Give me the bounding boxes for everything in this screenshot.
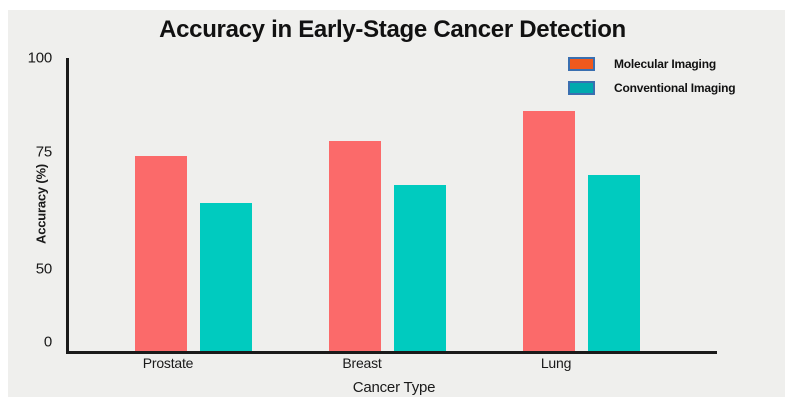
x-tick-label-breast: Breast (342, 355, 382, 371)
plot-area (68, 58, 717, 351)
x-axis-line (66, 351, 717, 354)
bar-conventional-imaging-lung (588, 175, 640, 351)
y-tick-label-75: 75 (35, 143, 52, 161)
y-axis-title: Accuracy (%) (33, 164, 49, 244)
legend-item-molecular-imaging: Molecular Imaging (568, 52, 735, 76)
bar-molecular-imaging-prostate (135, 156, 187, 351)
legend-swatch-conventional-imaging-icon (568, 81, 595, 95)
y-tick-label-50: 50 (35, 260, 52, 278)
legend: Molecular Imaging Conventional Imaging (568, 52, 736, 100)
bar-conventional-imaging-breast (394, 185, 446, 351)
y-axis-line (66, 58, 69, 354)
x-tick-label-lung: Lung (540, 355, 572, 371)
y-tick-label-100: 100 (27, 49, 53, 67)
chart-title: Accuracy in Early-Stage Cancer Detection (159, 16, 626, 43)
bar-conventional-imaging-prostate (200, 203, 252, 351)
legend-swatch-molecular-imaging-icon (568, 57, 595, 71)
legend-label-conventional-imaging: Conventional Imaging (614, 81, 736, 95)
bar-molecular-imaging-breast (329, 141, 381, 351)
x-axis-title: Cancer Type (352, 379, 436, 396)
legend-label-molecular-imaging: Molecular Imaging (614, 57, 716, 71)
legend-item-conventional-imaging: Conventional Imaging (568, 76, 736, 100)
y-tick-label-0: 0 (43, 333, 52, 351)
bar-molecular-imaging-lung (523, 111, 575, 351)
x-tick-label-prostate: Prostate (142, 355, 194, 371)
